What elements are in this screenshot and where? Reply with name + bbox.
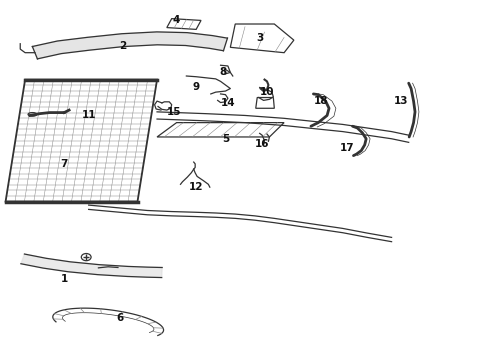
Text: 3: 3: [256, 33, 263, 43]
Text: 16: 16: [255, 139, 270, 149]
Text: 13: 13: [394, 96, 409, 106]
Text: 17: 17: [340, 143, 355, 153]
Text: 18: 18: [314, 96, 328, 106]
Text: 8: 8: [220, 67, 227, 77]
Text: 12: 12: [189, 182, 203, 192]
Text: 6: 6: [117, 313, 124, 323]
Text: 5: 5: [222, 134, 229, 144]
Text: 14: 14: [220, 98, 235, 108]
Text: 10: 10: [260, 87, 274, 97]
Text: 11: 11: [81, 111, 96, 121]
Text: 9: 9: [193, 82, 200, 92]
Polygon shape: [21, 254, 162, 278]
Text: 15: 15: [167, 107, 181, 117]
Text: 7: 7: [61, 159, 68, 169]
Text: 1: 1: [61, 274, 68, 284]
Text: 2: 2: [119, 41, 126, 50]
Polygon shape: [32, 32, 227, 59]
Text: 4: 4: [173, 15, 180, 26]
